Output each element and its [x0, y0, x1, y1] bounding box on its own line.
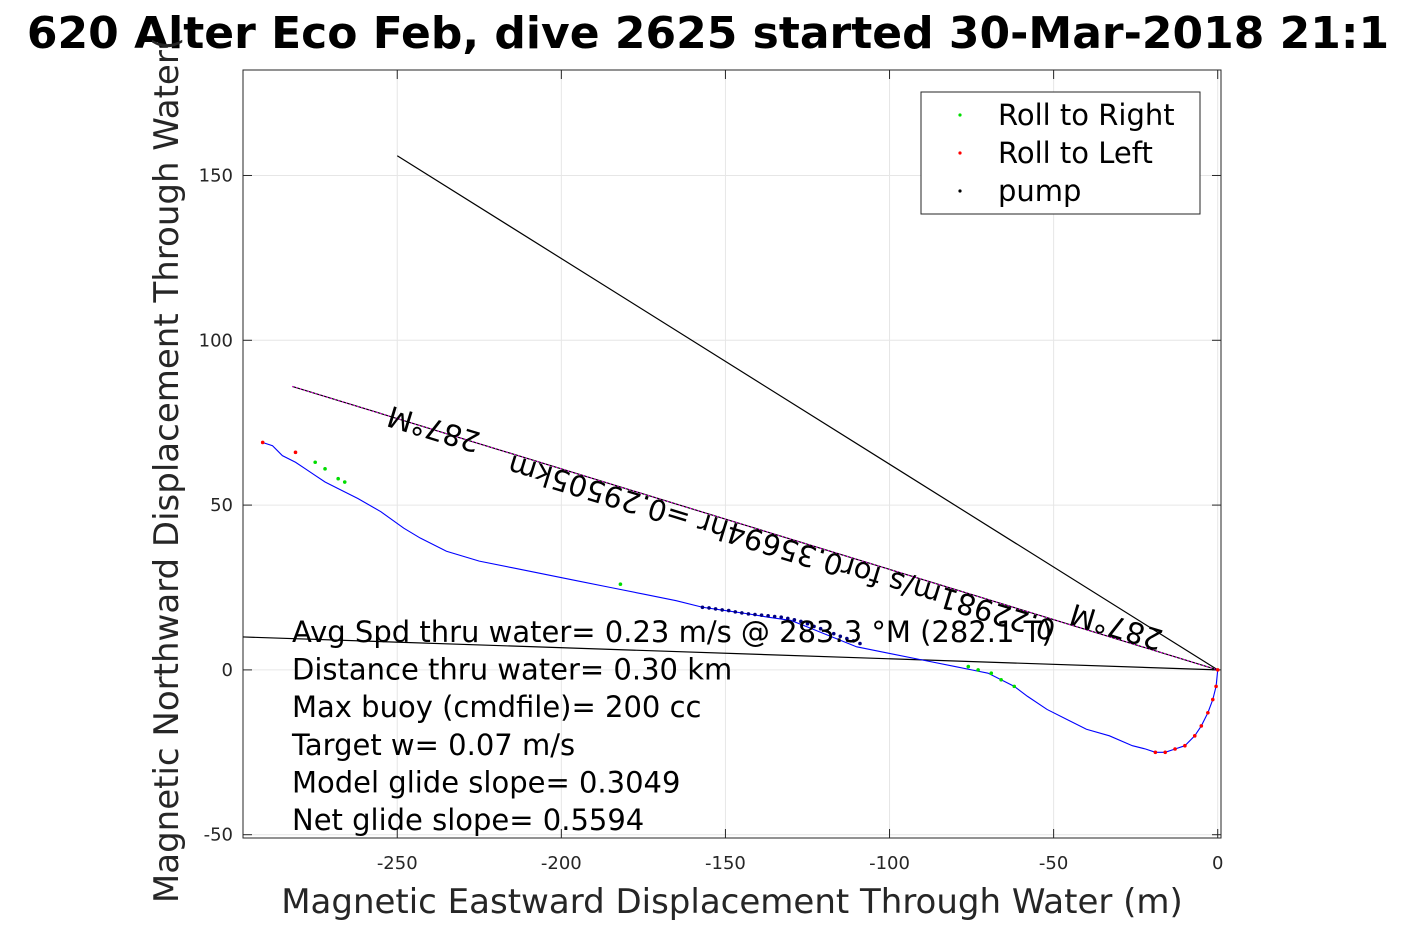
x-tick-label: 0	[1212, 853, 1223, 874]
grid-layer	[243, 70, 1221, 838]
pump-point	[726, 608, 731, 613]
pump-point	[759, 613, 764, 617]
roll-left-point	[1210, 697, 1215, 702]
pump-point	[720, 608, 724, 612]
legend-marker-pump	[958, 189, 962, 193]
legend-marker-roll-right	[958, 113, 962, 117]
roll-left-point	[1153, 750, 1158, 755]
roll-right-point	[336, 476, 340, 481]
stats-annotation-line: Avg Spd thru water= 0.23 m/s @ 283.3 °M …	[292, 615, 1053, 649]
roll-right-point	[999, 677, 1003, 682]
reference-line	[396, 155, 1219, 671]
y-tick-label: -50	[204, 825, 233, 846]
reference-line	[242, 636, 1218, 671]
pump-point	[812, 624, 816, 629]
roll-right-point	[966, 664, 971, 669]
stats-annotation-line: Model glide slope= 0.3049	[292, 765, 680, 799]
roll-right-point	[323, 467, 327, 471]
roll-left-point	[1215, 668, 1220, 672]
x-axis-label: Magnetic Eastward Displacement Through W…	[281, 882, 1183, 922]
y-tick-label: 50	[210, 495, 233, 516]
roll-right-point	[989, 671, 994, 675]
x-tick-label: -50	[1039, 853, 1068, 874]
chart-title: 620 Alter Eco Feb, dive 2625 started 30-…	[27, 8, 1389, 59]
pump-point	[700, 605, 705, 610]
stats-annotation-line: Max buoy (cmdfile)= 200 cc	[292, 690, 701, 724]
pump-point	[831, 631, 836, 636]
legend-box	[920, 91, 1201, 215]
stats-annotation-line: Distance thru water= 0.30 km	[292, 653, 732, 687]
stats-annotation-line: Target w= 0.07 m/s	[291, 728, 575, 762]
pump-point	[792, 617, 797, 622]
plot-area-frame	[242, 69, 1222, 839]
pump-point	[858, 641, 862, 646]
roll-left-point	[1163, 750, 1168, 755]
pump-point	[707, 606, 711, 610]
annotation-layer: 287°M0.22981m/s for0.35694hr =0.29505km 2…	[291, 399, 1167, 837]
pump-point	[713, 607, 718, 611]
pump-point	[753, 612, 757, 617]
roll-left-point	[260, 440, 265, 445]
roll-right-point	[976, 668, 980, 672]
pump-point	[746, 612, 751, 616]
x-tick-label: -100	[869, 853, 910, 874]
legend-label-roll-right: Roll to Right	[998, 98, 1175, 132]
roll-right-point	[342, 480, 347, 484]
y-tick-label: 150	[199, 165, 233, 186]
roll-right-point	[1012, 684, 1017, 689]
roll-left-point	[1206, 710, 1210, 715]
pump-point	[779, 615, 784, 619]
roll-left-point	[1183, 743, 1187, 748]
pump-point	[825, 629, 829, 633]
legend-label-roll-left: Roll to Left	[998, 136, 1153, 170]
y-tick-label: 0	[222, 660, 233, 681]
pump-point	[838, 634, 843, 639]
roll-left-point	[1192, 734, 1197, 738]
x-tick-label: -150	[705, 853, 746, 874]
tick-layer: -250 -200 -150 -100 -50 0 150 100 50 0 -50	[199, 70, 1223, 874]
roll-left-point	[1173, 747, 1177, 751]
rotated-label: 287°M	[1066, 597, 1167, 657]
legend-label-pump: pump	[998, 174, 1081, 208]
pump-point	[785, 616, 790, 621]
pump-point	[818, 626, 823, 631]
y-tick-label: 100	[199, 330, 233, 351]
y-axis-label: Magnetic Northward Displacement Through …	[147, 37, 187, 903]
rotated-label: 287°M	[383, 399, 484, 459]
pump-point	[851, 639, 856, 643]
legend-marker-roll-left	[958, 151, 962, 155]
heading-line-magenta	[292, 385, 1218, 671]
roll-right-point	[618, 582, 623, 586]
x-tick-label: -200	[541, 853, 582, 874]
pump-point	[766, 614, 770, 618]
pump-point	[740, 611, 744, 615]
pump-point	[799, 619, 803, 624]
roll-left-point	[1214, 684, 1218, 689]
pump-point	[772, 614, 777, 619]
roll-right-point	[313, 460, 318, 465]
pump-point	[845, 636, 849, 641]
roll-left-point	[293, 450, 298, 455]
pump-point	[733, 610, 738, 614]
roll-left-point	[1199, 724, 1204, 728]
legend: Roll to Right Roll to Left pump	[920, 91, 1201, 215]
data-layer	[242, 155, 1220, 755]
stats-annotation-line: Net glide slope= 0.5594	[292, 803, 644, 837]
dive-track-line	[262, 441, 1219, 753]
pump-point	[805, 621, 810, 626]
x-tick-label: -250	[377, 853, 418, 874]
